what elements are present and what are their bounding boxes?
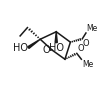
Polygon shape [28,39,40,48]
Text: Me: Me [86,24,98,33]
Polygon shape [55,32,57,43]
Text: HO: HO [49,43,64,53]
Text: O: O [83,39,89,48]
Text: HO: HO [13,43,28,53]
Text: O: O [77,44,84,53]
Text: Me: Me [82,60,93,69]
Text: O: O [42,45,50,55]
